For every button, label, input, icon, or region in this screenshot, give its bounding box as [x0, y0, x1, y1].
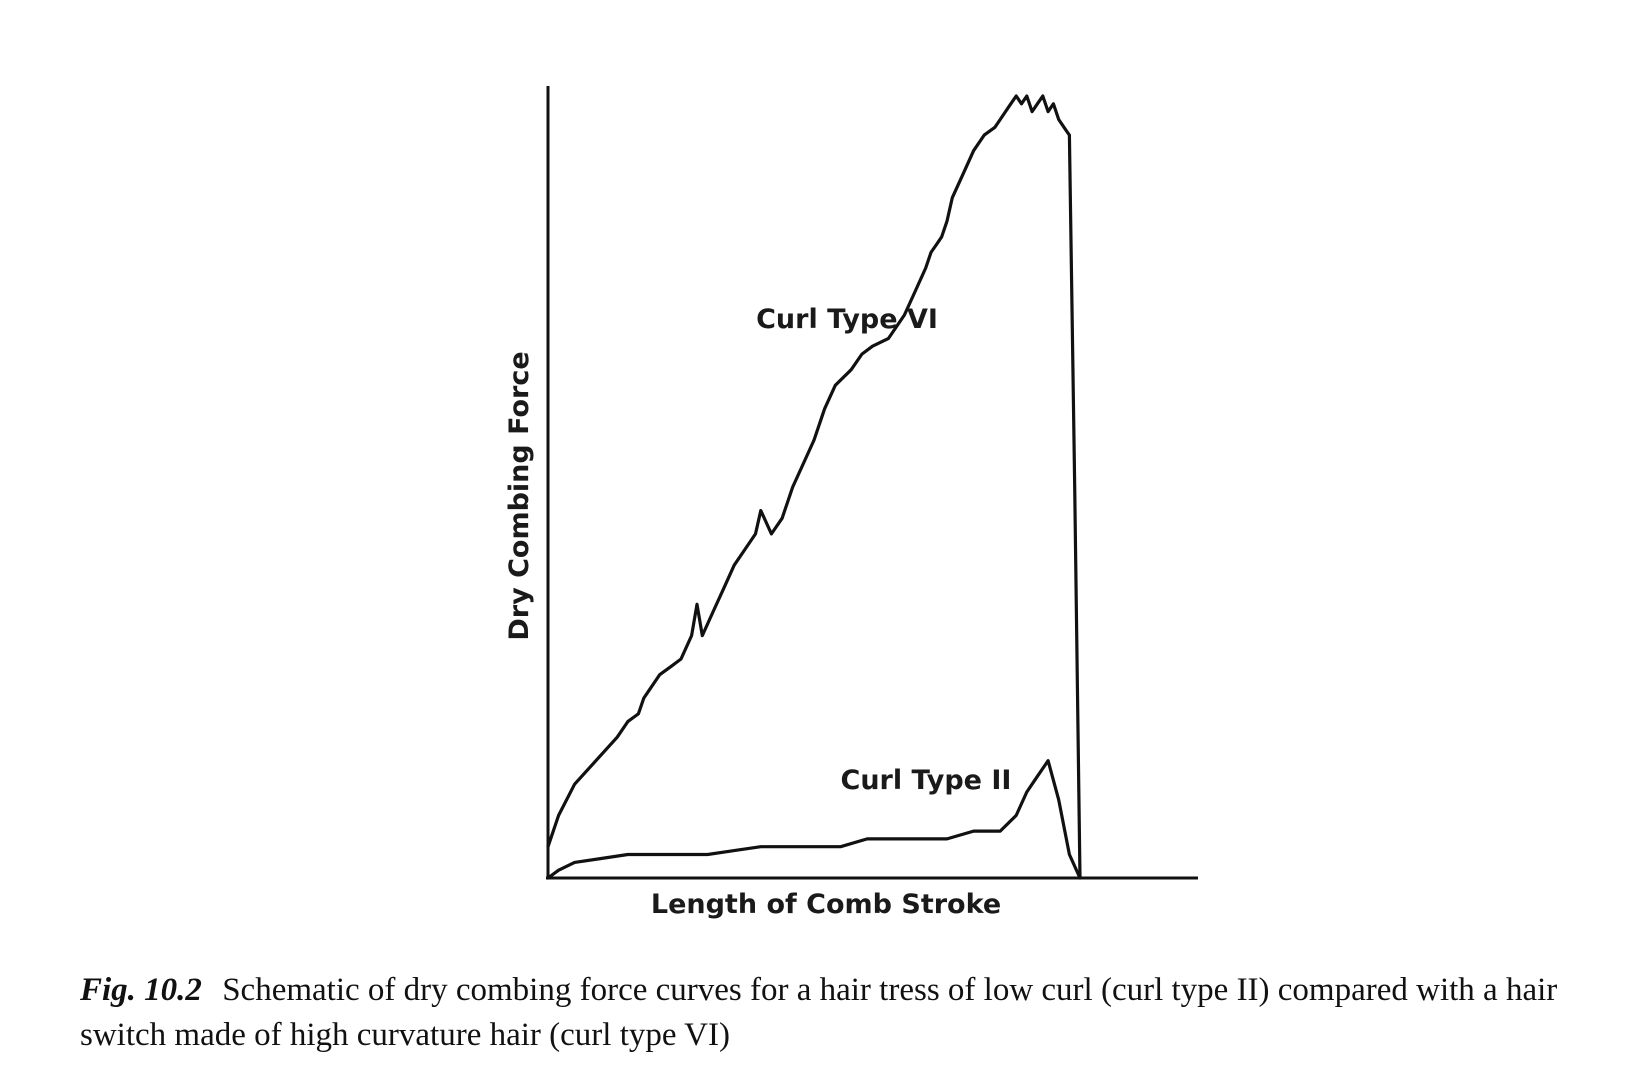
chart: Length of Comb Stroke Dry Combing Force …	[504, 86, 1198, 920]
y-axis-label: Dry Combing Force	[504, 351, 535, 640]
series-label-curl-type-ii: Curl Type II	[841, 765, 1012, 796]
series-line-curl-type-ii	[546, 759, 1082, 880]
series-layer	[546, 94, 1082, 880]
figure-caption: Fig. 10.2 Schematic of dry combing force…	[80, 968, 1600, 1058]
x-axis-label: Length of Comb Stroke	[651, 889, 1001, 920]
series-line-curl-type-vi	[546, 94, 1082, 880]
caption-label: Fig. 10.2	[80, 972, 202, 1008]
series-label-curl-type-vi: Curl Type VI	[756, 304, 938, 335]
caption-text: Schematic of dry combing force curves fo…	[80, 972, 1558, 1053]
